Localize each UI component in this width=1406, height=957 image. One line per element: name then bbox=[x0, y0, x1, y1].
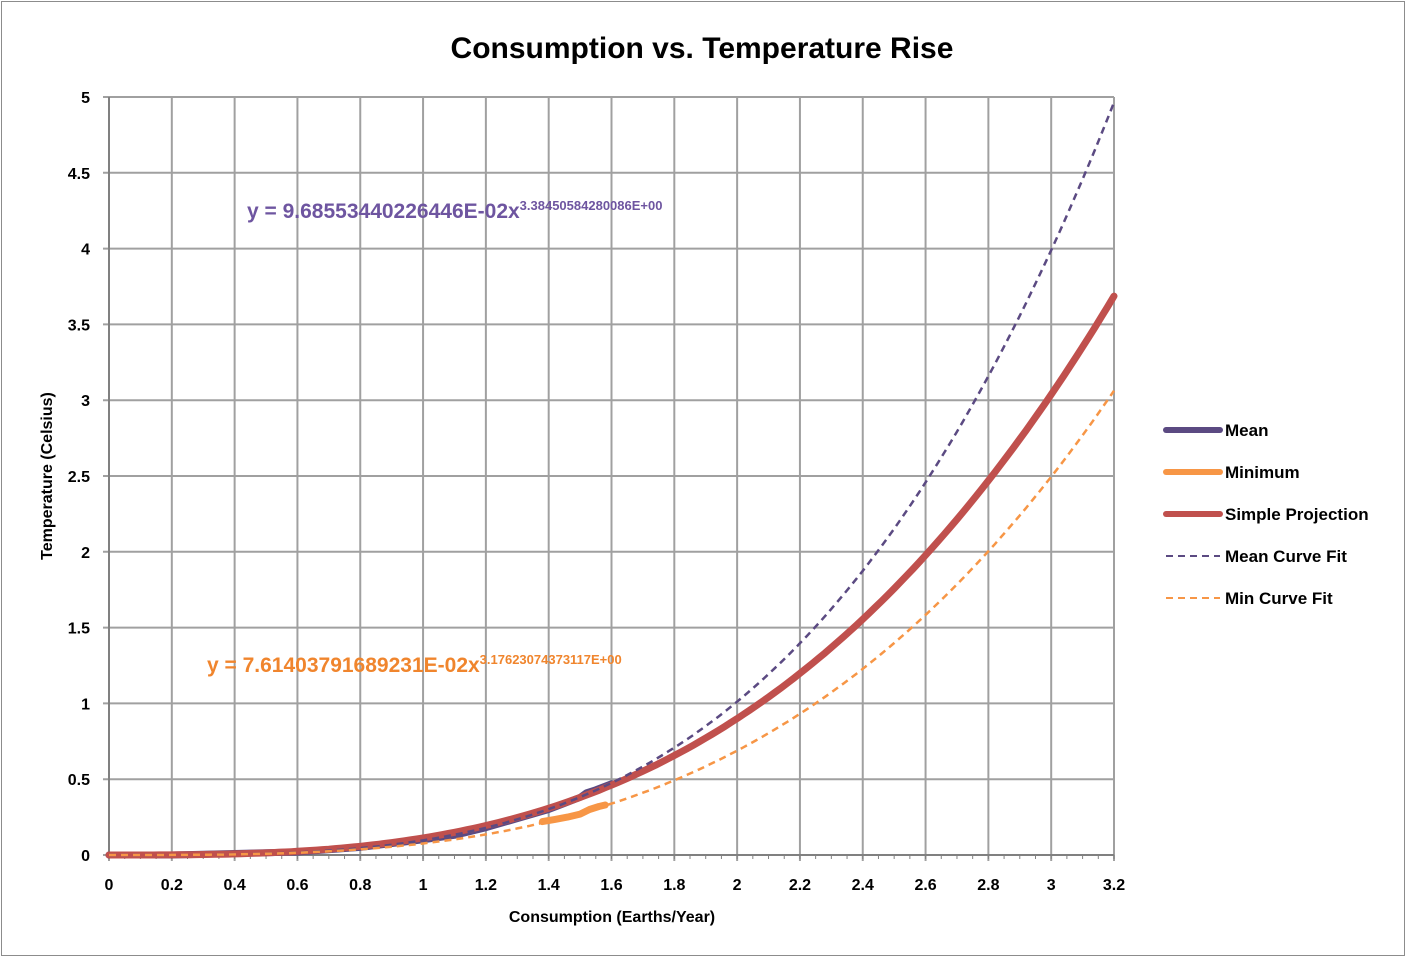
x-axis-label: Consumption (Earths/Year) bbox=[509, 909, 715, 926]
x-tick-label: 2.8 bbox=[977, 877, 999, 894]
equation-exponent: 3.38450584280086E+00 bbox=[520, 198, 663, 213]
x-tick-label: 1.8 bbox=[663, 877, 685, 894]
y-tick-label: 4 bbox=[81, 242, 90, 259]
x-tick-label: 1.6 bbox=[600, 877, 622, 894]
x-tick-label: 1 bbox=[419, 877, 428, 894]
x-tick-label: 0.2 bbox=[161, 877, 183, 894]
legend-label: Simple Projection bbox=[1225, 505, 1369, 524]
y-axis-label: Temperature (Celsius) bbox=[39, 392, 56, 560]
x-tick-label: 2.2 bbox=[789, 877, 811, 894]
series-line-min-curve-fit bbox=[109, 389, 1116, 857]
y-tick-label: 1.5 bbox=[68, 621, 90, 638]
x-tick-label: 1.2 bbox=[475, 877, 497, 894]
x-tick-label: 2.6 bbox=[914, 877, 936, 894]
legend-label: Min Curve Fit bbox=[1225, 589, 1333, 608]
chart-title: Consumption vs. Temperature Rise bbox=[451, 32, 954, 65]
y-tick-label: 2.5 bbox=[68, 469, 90, 486]
y-tick-label: 3 bbox=[81, 393, 90, 410]
equation-base: y = 7.61403791689231E-02x bbox=[207, 654, 480, 677]
y-tick-label: 3.5 bbox=[68, 317, 90, 334]
x-tick-label: 3.2 bbox=[1103, 877, 1125, 894]
y-tick-label: 4.5 bbox=[68, 166, 90, 183]
y-tick-label: 0.5 bbox=[68, 772, 90, 789]
series-line-simple-projection bbox=[105, 292, 1118, 859]
x-tick-label: 0.4 bbox=[224, 877, 246, 894]
legend-label: Mean bbox=[1225, 421, 1268, 440]
x-tick-label: 0.8 bbox=[349, 877, 371, 894]
y-tick-label: 1 bbox=[81, 696, 90, 713]
y-tick-label: 2 bbox=[81, 545, 90, 562]
x-tick-label: 1.4 bbox=[538, 877, 560, 894]
legend-label: Mean Curve Fit bbox=[1225, 547, 1347, 566]
equation-exponent: 3.17623074373117E+00 bbox=[480, 652, 622, 667]
legend-label: Minimum bbox=[1225, 463, 1300, 482]
x-tick-label: 3 bbox=[1047, 877, 1056, 894]
x-tick-label: 2.4 bbox=[852, 877, 874, 894]
y-tick-label: 5 bbox=[81, 90, 90, 107]
y-tick-label: 0 bbox=[81, 848, 90, 865]
legend: Mean Minimum Simple Projection Mean Curve F… bbox=[1163, 421, 1369, 608]
equation-base: y = 9.68553440226446E-02x bbox=[247, 200, 520, 223]
x-tick-label: 0.6 bbox=[286, 877, 308, 894]
min-fit-equation: y = 7.61403791689231E-02x3.1762307437311… bbox=[207, 652, 622, 677]
x-tick-label: 0 bbox=[105, 877, 114, 894]
mean-fit-equation: y = 9.68553440226446E-02x3.3845058428008… bbox=[247, 198, 662, 223]
x-tick-label: 2 bbox=[733, 877, 742, 894]
